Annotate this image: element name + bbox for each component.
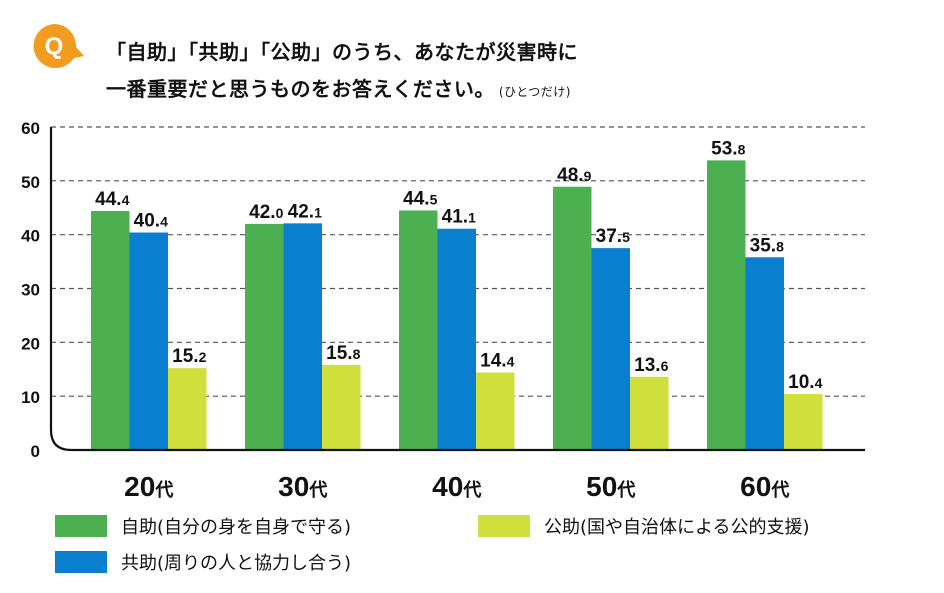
data-label: 35.8: [750, 235, 784, 256]
chart-axis: [49, 127, 865, 452]
bar-3-3: [476, 372, 515, 450]
data-label: 53.8: [711, 138, 745, 159]
data-label: 14.4: [480, 350, 514, 371]
legend-swatch-mutual-help: [55, 551, 107, 573]
bar-3-1: [168, 368, 207, 450]
question-note: (ひとつだけ): [498, 85, 571, 99]
bar-2-3: [437, 228, 476, 450]
bar-2-2: [283, 223, 322, 450]
data-label: 44.4: [95, 189, 129, 210]
bar-3-5: [784, 394, 823, 450]
bar-2-5: [745, 257, 784, 450]
question-title-text: 一番重要だと思うものをお答えください。: [106, 77, 495, 101]
legend-item-mutual-help: 共助(周りの人と協力し合う): [55, 549, 351, 575]
data-label: 15.2: [172, 346, 206, 367]
legend-label-mutual-help: 共助(周りの人と協力し合う): [121, 553, 352, 574]
bar-1-5: [707, 160, 746, 451]
bar-1-4: [553, 186, 592, 450]
data-label: 48.9: [557, 165, 591, 186]
data-label: 42.0: [249, 202, 283, 223]
legend-item-public-help: 公助(国や自治体による公的支援): [478, 513, 810, 539]
speech-bubble-shape: [33, 24, 84, 68]
bar-2-4: [591, 248, 630, 450]
y-tick-label: 30: [21, 281, 40, 300]
legend-swatch-self-help: [55, 515, 107, 537]
legend-item-self-help: 自助(自分の身を自身で守る): [55, 513, 351, 539]
data-label: 15.8: [326, 343, 360, 364]
bar-3-2: [322, 364, 361, 450]
y-tick-label: 20: [21, 334, 40, 353]
data-label: 42.1: [288, 201, 322, 222]
bar-1-3: [399, 210, 438, 450]
x-category-label: 60代: [740, 471, 789, 502]
y-tick-label: 50: [21, 173, 40, 192]
bar-1-2: [245, 223, 284, 450]
y-tick-label: 0: [31, 442, 40, 461]
data-label: 41.1: [442, 207, 476, 228]
legend-swatch-public-help: [478, 515, 530, 537]
bar-1-1: [91, 210, 130, 450]
question-title-line-2: 一番重要だと思うものをお答えください。 (ひとつだけ): [106, 73, 571, 102]
data-label: 10.4: [788, 372, 822, 393]
legend-label-public-help: 公助(国や自治体による公的支援): [544, 517, 810, 538]
x-category-label: 50代: [586, 471, 635, 502]
x-category-label: 40代: [432, 471, 481, 502]
legend-label-self-help: 自助(自分の身を自身で守る): [121, 517, 352, 538]
data-label: 44.5: [403, 188, 437, 209]
badge-letter: Q: [45, 33, 64, 60]
data-label: 13.6: [634, 355, 668, 376]
x-category-label: 20代: [124, 471, 173, 502]
question-badge-icon: Q: [33, 24, 84, 68]
question-title-line-1: 「自助」「共助」「公助」のうち、あなたが災害時に: [106, 40, 578, 64]
x-category-label: 30代: [278, 471, 327, 502]
bar-2-1: [129, 232, 168, 450]
y-tick-label: 60: [21, 119, 40, 138]
data-label: 37.5: [596, 226, 630, 247]
bar-3-4: [630, 376, 669, 450]
bar-chart: 0 10 20 30 40 50 60 44.4 42.0 44.5 48.9 53.8 40.4 42.…: [21, 119, 865, 502]
y-tick-label: 40: [21, 227, 40, 246]
y-tick-label: 10: [21, 388, 40, 407]
data-label: 40.4: [134, 211, 168, 232]
